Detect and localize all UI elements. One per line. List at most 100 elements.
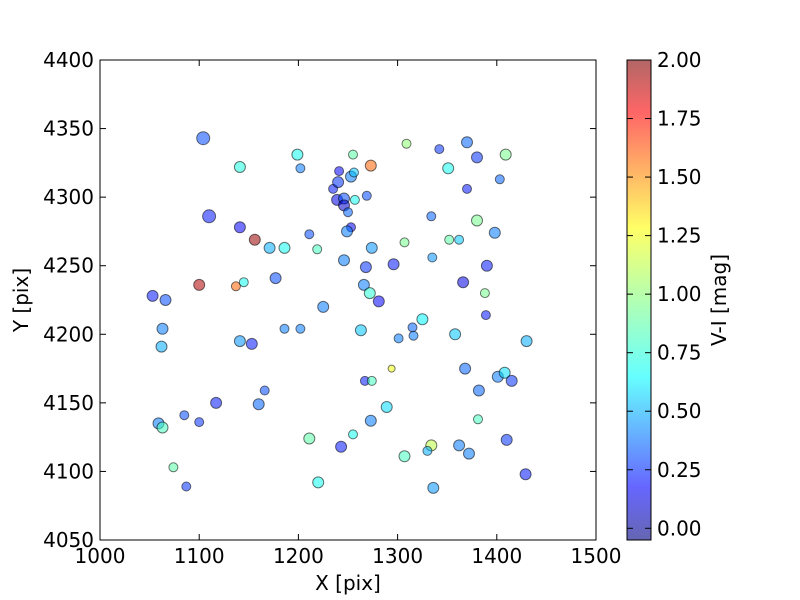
data-point xyxy=(459,362,472,375)
data-point xyxy=(278,241,291,254)
x-tick-label: 1200 xyxy=(273,544,324,568)
data-point xyxy=(500,433,513,446)
data-point xyxy=(252,398,265,411)
data-point xyxy=(442,162,455,175)
data-point xyxy=(238,277,249,288)
data-point xyxy=(408,330,419,341)
data-point xyxy=(427,481,440,494)
data-point xyxy=(473,414,483,425)
data-point xyxy=(233,161,246,173)
data-point xyxy=(519,468,532,481)
x-tick-label: 1000 xyxy=(75,544,126,568)
colorbar xyxy=(626,59,652,541)
colorbar-ticks: 0.00 0.25 0.50 0.75 1.00 1.25 1.50 1.75 2.00 xyxy=(627,48,702,540)
data-point xyxy=(156,421,169,434)
data-point xyxy=(179,410,190,421)
data-point xyxy=(387,364,396,373)
data-point xyxy=(181,481,192,492)
data-point xyxy=(416,313,429,326)
data-point xyxy=(193,278,206,291)
data-point xyxy=(155,340,168,353)
data-point xyxy=(338,254,350,267)
data-point xyxy=(454,234,465,245)
data-point xyxy=(349,194,360,205)
x-tick-label: 1300 xyxy=(372,544,423,568)
data-point xyxy=(194,417,205,428)
data-point xyxy=(520,335,533,348)
data-point xyxy=(334,166,345,177)
data-point xyxy=(159,294,172,306)
data-point xyxy=(363,287,376,300)
data-point xyxy=(259,385,270,396)
data-point xyxy=(349,167,359,178)
data-point xyxy=(457,276,470,289)
data-point xyxy=(471,214,483,227)
data-point xyxy=(230,281,241,292)
data-point xyxy=(498,366,511,379)
data-point xyxy=(449,328,462,341)
colorbar-tick-label: 2.00 xyxy=(657,48,702,72)
data-point xyxy=(505,374,518,387)
colorbar-tick-label: 1.50 xyxy=(657,165,702,189)
y-tick-label: 4200 xyxy=(43,322,94,346)
data-point xyxy=(393,333,404,344)
data-point xyxy=(372,295,385,308)
data-point xyxy=(434,144,445,155)
data-point xyxy=(366,375,377,386)
colorbar-tick-label: 0.00 xyxy=(657,516,702,540)
x-axis-label: X [pix] xyxy=(315,571,381,595)
scatter-points xyxy=(146,131,533,494)
data-point xyxy=(210,396,223,409)
y-tick-label: 4400 xyxy=(43,48,94,72)
data-point xyxy=(348,149,358,160)
data-point xyxy=(291,148,304,161)
data-point xyxy=(426,211,437,222)
data-point xyxy=(279,323,290,334)
colorbar-tick-label: 1.00 xyxy=(657,282,702,306)
data-point xyxy=(248,233,261,246)
y-tick-label: 4300 xyxy=(43,185,94,209)
data-point xyxy=(444,234,455,245)
y-tick-label: 4250 xyxy=(43,254,94,278)
x-tick-label: 1400 xyxy=(471,544,522,568)
data-point xyxy=(364,414,377,427)
y-tick-label: 4050 xyxy=(43,528,94,552)
data-point xyxy=(168,462,179,473)
y-tick-label: 4350 xyxy=(43,117,94,141)
data-point xyxy=(499,148,512,161)
data-point xyxy=(422,445,433,456)
data-point xyxy=(463,447,475,460)
data-point xyxy=(364,159,377,172)
data-point xyxy=(399,237,410,248)
plot-area xyxy=(99,59,597,541)
data-point xyxy=(461,136,473,149)
data-point xyxy=(488,226,501,239)
data-point xyxy=(202,209,217,224)
data-point xyxy=(354,324,367,337)
data-point xyxy=(453,439,466,452)
colorbar-tick-label: 0.25 xyxy=(657,458,702,482)
data-point xyxy=(361,190,372,201)
data-point xyxy=(312,244,323,255)
data-point xyxy=(156,322,169,335)
data-point xyxy=(332,176,345,189)
data-point xyxy=(472,384,485,397)
colorbar-tick-label: 0.50 xyxy=(657,399,702,423)
data-point xyxy=(380,401,393,413)
colorbar-tick-label: 1.25 xyxy=(657,224,702,248)
data-point xyxy=(357,278,370,291)
data-point xyxy=(233,335,246,348)
data-point xyxy=(387,258,400,271)
data-point xyxy=(407,322,418,333)
colorbar-label: V-I [mag] xyxy=(707,254,731,346)
data-point xyxy=(341,225,353,238)
data-point xyxy=(479,288,490,299)
x-tick-label: 1500 xyxy=(571,544,622,568)
data-point xyxy=(359,261,372,274)
y-tick-label: 4150 xyxy=(43,391,94,415)
data-point xyxy=(427,252,438,263)
y-tick-label: 4100 xyxy=(43,459,94,483)
data-point xyxy=(317,300,330,313)
colorbar-tick-label: 0.75 xyxy=(657,341,702,365)
